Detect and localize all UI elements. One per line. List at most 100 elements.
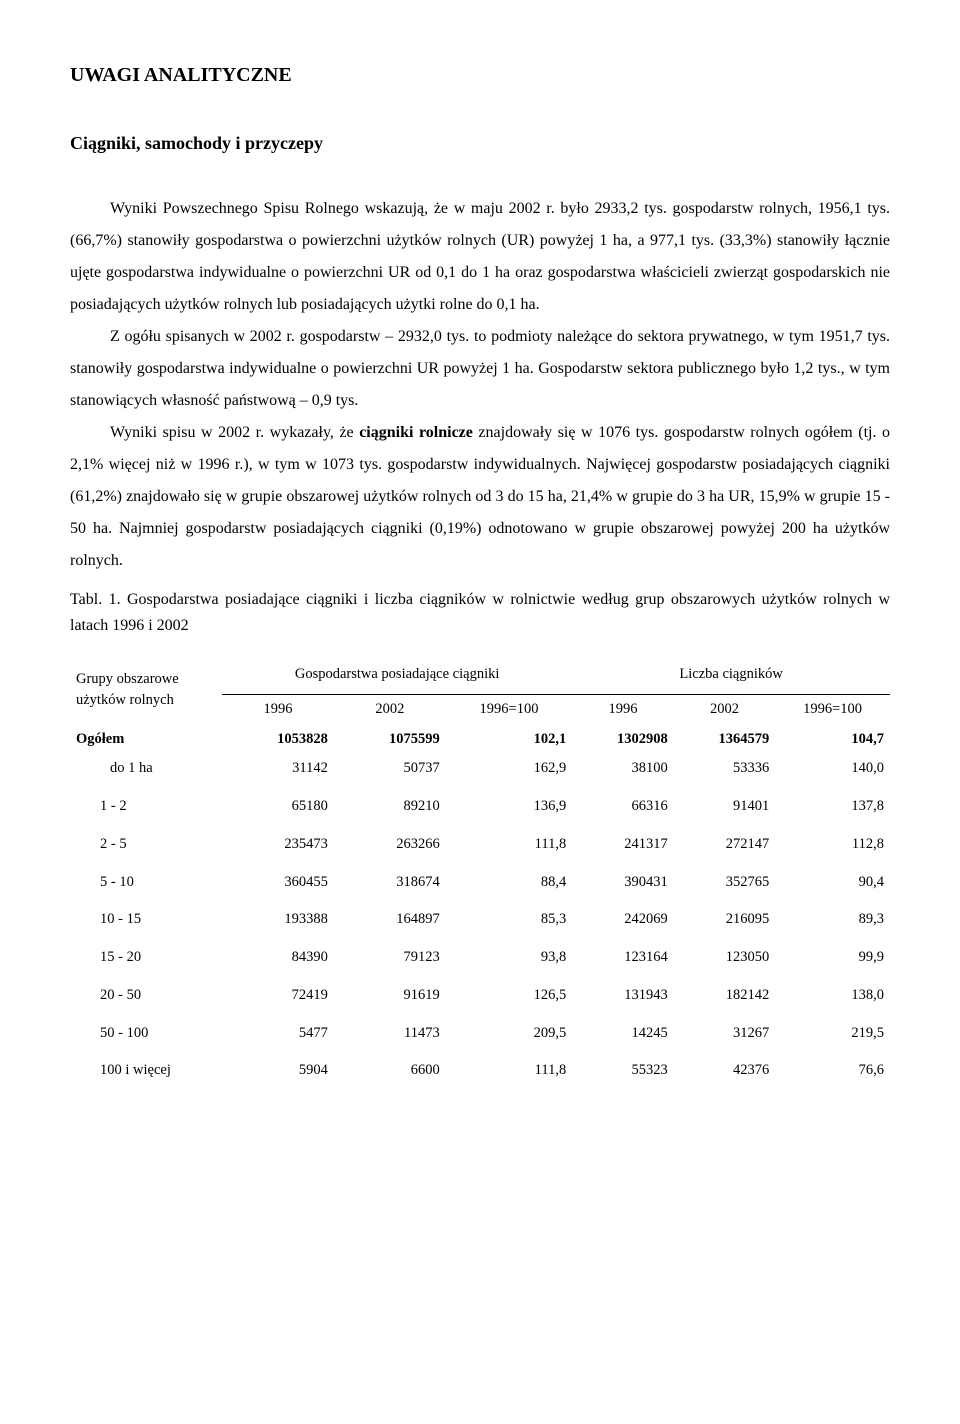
cell: 14245 (572, 1011, 673, 1049)
cell: 11473 (334, 1011, 446, 1049)
cell: 91401 (674, 784, 775, 822)
table-row: 100 i więcej59046600111,8553234237676,6 (70, 1048, 890, 1086)
page-title: UWAGI ANALITYCZNE (70, 60, 890, 90)
table-row: do 1 ha3114250737162,93810053336140,0 (70, 754, 890, 784)
cell: 193388 (222, 897, 334, 935)
p3-text-a: Wyniki spisu w 2002 r. wykazały, że (110, 424, 359, 441)
cell: 263266 (334, 822, 446, 860)
cell: 38100 (572, 754, 673, 784)
cell: 1075599 (334, 725, 446, 755)
cell: 1053828 (222, 725, 334, 755)
cell: 242069 (572, 897, 673, 935)
cell: 209,5 (446, 1011, 572, 1049)
cell: 241317 (572, 822, 673, 860)
table-row: 5 - 1036045531867488,439043135276590,4 (70, 860, 890, 898)
table-row: 15 - 20843907912393,812316412305099,9 (70, 935, 890, 973)
row-label: 1 - 2 (70, 784, 222, 822)
cell: 352765 (674, 860, 775, 898)
cell: 390431 (572, 860, 673, 898)
col-group-2: Liczba ciągników (572, 656, 890, 694)
col-group-label: Grupy obszarowe użytków rolnych (70, 656, 222, 725)
cell: 53336 (674, 754, 775, 784)
p3-bold: ciągniki rolnicze (359, 424, 473, 441)
cell: 102,1 (446, 725, 572, 755)
cell: 6600 (334, 1048, 446, 1086)
row-label: 5 - 10 (70, 860, 222, 898)
cell: 126,5 (446, 973, 572, 1011)
cell: 131943 (572, 973, 673, 1011)
data-table: Grupy obszarowe użytków rolnych Gospodar… (70, 656, 890, 1086)
cell: 137,8 (775, 784, 890, 822)
cell: 85,3 (446, 897, 572, 935)
row-label: do 1 ha (70, 754, 222, 784)
cell: 99,9 (775, 935, 890, 973)
cell: 182142 (674, 973, 775, 1011)
cell: 31267 (674, 1011, 775, 1049)
row-label: 100 i więcej (70, 1048, 222, 1086)
cell: 318674 (334, 860, 446, 898)
cell: 5904 (222, 1048, 334, 1086)
cell: 76,6 (775, 1048, 890, 1086)
h-g2-2002: 2002 (674, 694, 775, 724)
table-row: 50 - 100547711473209,51424531267219,5 (70, 1011, 890, 1049)
row-label: 2 - 5 (70, 822, 222, 860)
section-subtitle: Ciągniki, samochody i przyczepy (70, 130, 890, 157)
p3-text-b: znajdowały się w 1076 tys. gospodarstw r… (70, 424, 890, 569)
cell: 1364579 (674, 725, 775, 755)
cell: 91619 (334, 973, 446, 1011)
cell: 272147 (674, 822, 775, 860)
cell: 93,8 (446, 935, 572, 973)
h-g1-1996: 1996 (222, 694, 334, 724)
cell: 89,3 (775, 897, 890, 935)
cell: 84390 (222, 935, 334, 973)
cell: 42376 (674, 1048, 775, 1086)
cell: 55323 (572, 1048, 673, 1086)
row-label: 15 - 20 (70, 935, 222, 973)
h-g2-idx: 1996=100 (775, 694, 890, 724)
cell: 360455 (222, 860, 334, 898)
cell: 31142 (222, 754, 334, 784)
cell: 89210 (334, 784, 446, 822)
cell: 235473 (222, 822, 334, 860)
row-label: 20 - 50 (70, 973, 222, 1011)
paragraph-2: Z ogółu spisanych w 2002 r. gospodarstw … (70, 321, 890, 417)
cell: 138,0 (775, 973, 890, 1011)
cell: 72419 (222, 973, 334, 1011)
col-group-1: Gospodarstwa posiadające ciągniki (222, 656, 572, 694)
cell: 65180 (222, 784, 334, 822)
paragraph-1: Wyniki Powszechnego Spisu Rolnego wskazu… (70, 193, 890, 321)
cell: 136,9 (446, 784, 572, 822)
table-row: 10 - 1519338816489785,324206921609589,3 (70, 897, 890, 935)
cell: 66316 (572, 784, 673, 822)
table-row: 20 - 507241991619126,5131943182142138,0 (70, 973, 890, 1011)
cell: 90,4 (775, 860, 890, 898)
cell: 140,0 (775, 754, 890, 784)
h-g1-2002: 2002 (334, 694, 446, 724)
h-g2-1996: 1996 (572, 694, 673, 724)
table-caption-text: Tabl. 1. Gospodarstwa posiadające ciągni… (70, 591, 890, 634)
cell: 112,8 (775, 822, 890, 860)
cell: 50737 (334, 754, 446, 784)
cell: 1302908 (572, 725, 673, 755)
paragraph-3: Wyniki spisu w 2002 r. wykazały, że ciąg… (70, 417, 890, 577)
table-row: Ogółem10538281075599102,1130290813645791… (70, 725, 890, 755)
cell: 162,9 (446, 754, 572, 784)
table-row: 1 - 26518089210136,96631691401137,8 (70, 784, 890, 822)
table-caption: Tabl. 1. Gospodarstwa posiadające ciągni… (70, 587, 890, 638)
cell: 5477 (222, 1011, 334, 1049)
cell: 88,4 (446, 860, 572, 898)
cell: 219,5 (775, 1011, 890, 1049)
table-row: 2 - 5235473263266111,8241317272147112,8 (70, 822, 890, 860)
cell: 164897 (334, 897, 446, 935)
cell: 123050 (674, 935, 775, 973)
row-label: 50 - 100 (70, 1011, 222, 1049)
h-g1-idx: 1996=100 (446, 694, 572, 724)
cell: 104,7 (775, 725, 890, 755)
cell: 111,8 (446, 822, 572, 860)
cell: 111,8 (446, 1048, 572, 1086)
cell: 123164 (572, 935, 673, 973)
row-label: Ogółem (70, 725, 222, 755)
cell: 216095 (674, 897, 775, 935)
cell: 79123 (334, 935, 446, 973)
row-label: 10 - 15 (70, 897, 222, 935)
